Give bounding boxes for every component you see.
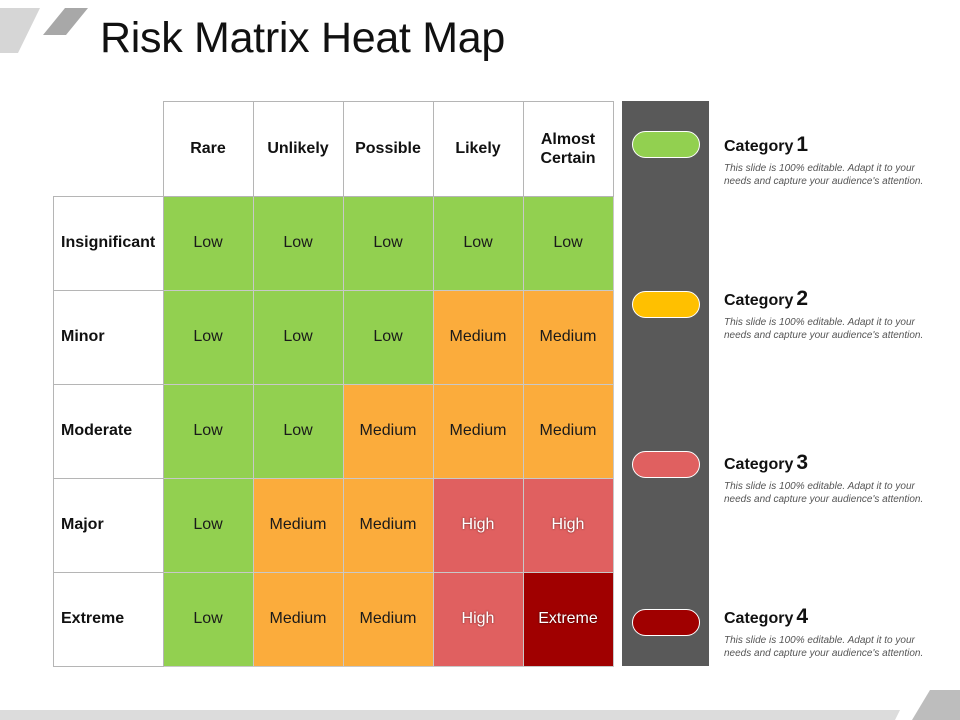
risk-cell: Low: [252, 383, 344, 479]
risk-cell: Low: [162, 383, 254, 479]
category-number: 1: [796, 133, 809, 156]
row-header-moderate: Moderate: [53, 383, 164, 479]
category-word: Category: [724, 610, 794, 627]
category-4-swatch: [632, 609, 700, 636]
risk-cell: High: [522, 477, 614, 573]
column-header-rare: Rare: [162, 101, 254, 197]
risk-cell: Low: [342, 289, 434, 385]
category-4-description: This slide is 100% editable. Adapt it to…: [724, 635, 924, 659]
risk-cell: Low: [522, 195, 614, 291]
category-2-description: This slide is 100% editable. Adapt it to…: [724, 317, 924, 341]
category-3-block: Category 3 This slide is 100% editable. A…: [724, 451, 934, 506]
legend-sidebar: [622, 101, 709, 666]
category-3-description: This slide is 100% editable. Adapt it to…: [724, 481, 924, 505]
column-header-likely: Likely: [432, 101, 524, 197]
row-header-insignificant: Insignificant: [53, 195, 164, 291]
matrix-row: Insignificant Low Low Low Low Low: [53, 195, 614, 291]
category-number: 3: [796, 451, 809, 474]
category-1-title: Category 1: [724, 133, 934, 157]
risk-cell: Low: [162, 571, 254, 667]
risk-cell: Low: [342, 195, 434, 291]
column-header-possible: Possible: [342, 101, 434, 197]
category-3-title: Category 3: [724, 451, 934, 475]
risk-matrix: Rare Unlikely Possible Likely Almost Cer…: [53, 101, 614, 667]
category-4-block: Category 4 This slide is 100% editable. A…: [724, 605, 934, 660]
risk-cell: Medium: [522, 289, 614, 385]
category-word: Category: [724, 456, 794, 473]
matrix-row: Moderate Low Low Medium Medium Medium: [53, 383, 614, 479]
matrix-row: Minor Low Low Low Medium Medium: [53, 289, 614, 385]
matrix-row: Major Low Medium Medium High High: [53, 477, 614, 573]
risk-cell: Medium: [432, 289, 524, 385]
row-header-minor: Minor: [53, 289, 164, 385]
bottom-right-decoration: [0, 690, 960, 720]
category-number: 2: [796, 287, 809, 310]
risk-cell: Medium: [342, 477, 434, 573]
risk-cell: Low: [252, 195, 344, 291]
column-header-almost-certain: Almost Certain: [522, 101, 614, 197]
risk-cell: High: [432, 477, 524, 573]
risk-cell: Medium: [522, 383, 614, 479]
risk-cell: Medium: [432, 383, 524, 479]
category-3-swatch: [632, 451, 700, 478]
category-2-swatch: [632, 291, 700, 318]
column-header-unlikely: Unlikely: [252, 101, 344, 197]
category-1-swatch: [632, 131, 700, 158]
risk-cell: Medium: [342, 383, 434, 479]
risk-cell: Medium: [252, 477, 344, 573]
row-header-major: Major: [53, 477, 164, 573]
row-header-extreme: Extreme: [53, 571, 164, 667]
risk-cell: Extreme: [522, 571, 614, 667]
risk-cell: Low: [432, 195, 524, 291]
risk-cell: Low: [162, 195, 254, 291]
category-word: Category: [724, 138, 794, 155]
top-left-decoration: [0, 8, 88, 53]
category-4-title: Category 4: [724, 605, 934, 629]
category-1-description: This slide is 100% editable. Adapt it to…: [724, 163, 924, 187]
risk-cell: High: [432, 571, 524, 667]
category-2-title: Category 2: [724, 287, 934, 311]
risk-cell: Low: [162, 477, 254, 573]
category-word: Category: [724, 292, 794, 309]
risk-cell: Medium: [252, 571, 344, 667]
risk-cell: Low: [252, 289, 344, 385]
matrix-corner: [54, 102, 164, 197]
risk-cell: Low: [162, 289, 254, 385]
category-2-block: Category 2 This slide is 100% editable. A…: [724, 287, 934, 342]
category-number: 4: [796, 605, 809, 628]
header-row: Rare Unlikely Possible Likely Almost Cer…: [54, 101, 614, 197]
matrix-row: Extreme Low Medium Medium High Extreme: [53, 571, 614, 667]
category-1-block: Category 1 This slide is 100% editable. A…: [724, 133, 934, 188]
risk-cell: Medium: [342, 571, 434, 667]
page-title: Risk Matrix Heat Map: [100, 14, 505, 62]
